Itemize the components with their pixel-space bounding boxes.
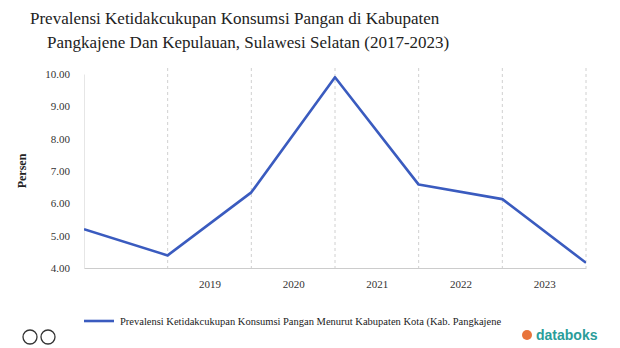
title: Prevalensi Ketidakcukupan Konsumsi Panga… bbox=[30, 9, 449, 52]
y-tick: 5.00 bbox=[51, 230, 84, 242]
grid bbox=[168, 68, 586, 268]
line bbox=[84, 77, 586, 263]
license-icon bbox=[41, 330, 55, 344]
y-label: Persen bbox=[15, 153, 29, 188]
x-tick-label: 2022 bbox=[450, 278, 472, 290]
y-tick-label: 5.00 bbox=[51, 230, 71, 242]
y-axis-line bbox=[84, 75, 85, 269]
x-axis-line bbox=[85, 268, 587, 269]
x-tick: 2020 bbox=[283, 268, 336, 290]
grid-line bbox=[251, 68, 252, 268]
y-tick-label: 7.00 bbox=[51, 165, 71, 177]
y-tick: 6.00 bbox=[51, 197, 84, 209]
y-tick: 9.00 bbox=[51, 100, 84, 112]
y-axis: 4.00 5.00 6.00 7.00 8.00 9.00 10.00 bbox=[45, 68, 84, 274]
y-tick-label: 9.00 bbox=[51, 100, 71, 112]
x-tick-label: 2021 bbox=[366, 278, 388, 290]
grid-line bbox=[502, 68, 503, 268]
license-icon bbox=[23, 330, 37, 344]
legend-swatch bbox=[84, 320, 114, 323]
y-tick: 8.00 bbox=[51, 133, 84, 145]
grid-line bbox=[586, 68, 587, 268]
y-tick: 7.00 bbox=[51, 165, 84, 177]
brand: databoks bbox=[536, 327, 598, 343]
chart: Prevalensi Ketidakcukupan Konsumsi Panga… bbox=[0, 0, 620, 348]
x-tick: 2019 bbox=[199, 268, 252, 290]
y-tick-label: 6.00 bbox=[51, 197, 71, 209]
plot-area bbox=[84, 77, 586, 263]
y-tick-label: 4.00 bbox=[51, 262, 71, 274]
x-tick-label: 2023 bbox=[534, 278, 557, 290]
title-line: Prevalensi Ketidakcukupan Konsumsi Panga… bbox=[30, 9, 440, 28]
x-tick: 2022 bbox=[450, 268, 503, 290]
grid-line bbox=[167, 68, 168, 268]
grid-line bbox=[335, 68, 336, 268]
x-tick: 2021 bbox=[366, 268, 419, 290]
x-tick-label: 2020 bbox=[283, 278, 306, 290]
x-tick: 2023 bbox=[534, 268, 587, 290]
brand-icon bbox=[522, 330, 532, 340]
y-tick-label: 8.00 bbox=[51, 133, 71, 145]
x-tick-label: 2019 bbox=[199, 278, 222, 290]
legend: Prevalensi Ketidakcukupan Konsumsi Panga… bbox=[84, 316, 501, 328]
y-tick-label: 10.00 bbox=[45, 68, 70, 80]
y-tick: 4.00 bbox=[51, 262, 84, 274]
x-axis: 2019 2020 2021 2022 2023 bbox=[85, 268, 587, 290]
legend-label: Prevalensi Ketidakcukupan Konsumsi Panga… bbox=[120, 316, 501, 328]
y-tick: 10.00 bbox=[45, 68, 84, 80]
title-line: Pangkajene Dan Kepulauan, Sulawesi Selat… bbox=[47, 33, 449, 52]
grid-line bbox=[418, 68, 419, 268]
